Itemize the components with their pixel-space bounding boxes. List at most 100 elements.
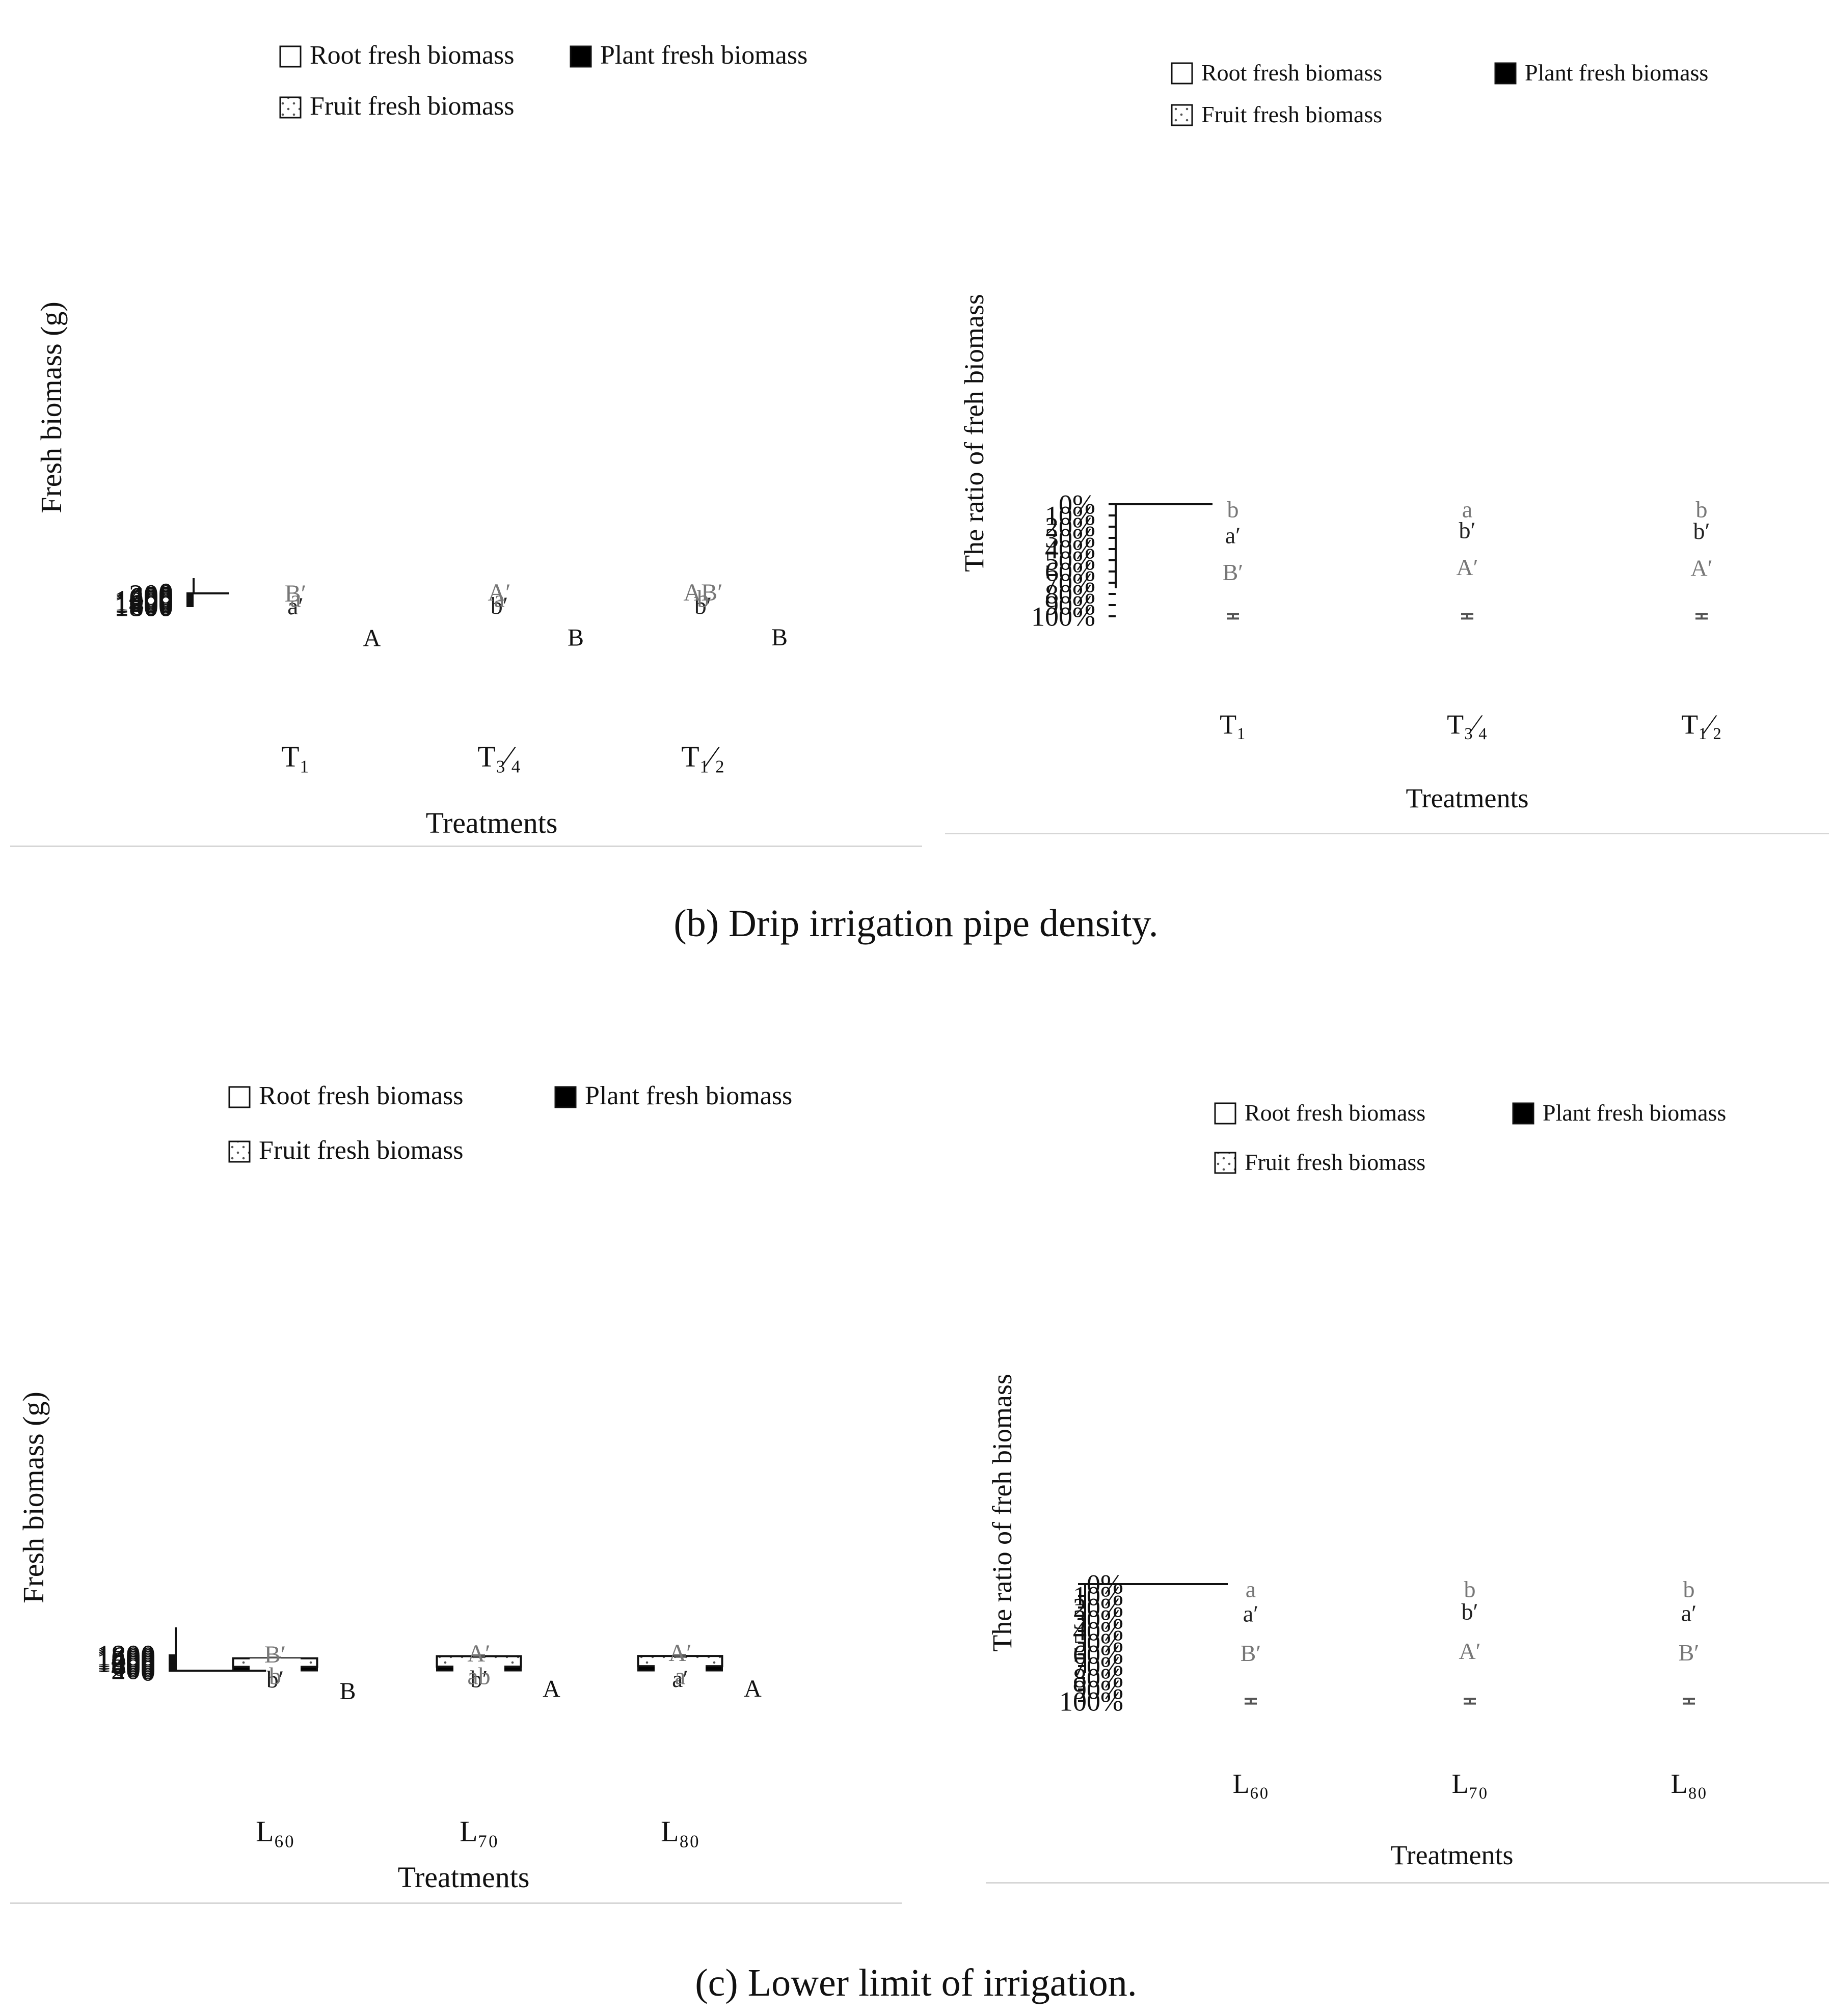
plant-significance-letter: b′ <box>491 592 508 619</box>
root-significance-letter: b <box>1227 496 1239 522</box>
x-category-label: L₇₀ <box>1452 1768 1488 1799</box>
plant-letter-box <box>270 585 321 626</box>
legend-swatch-plant <box>554 1086 577 1108</box>
y-tick-label: 1400 <box>96 1642 155 1675</box>
total-significance-letter: A <box>363 624 381 651</box>
x-category-label: L₇₀ <box>460 1815 498 1848</box>
total-significance-letter: B <box>339 1678 356 1705</box>
panel-divider <box>10 846 922 847</box>
fruit-significance-letter: B′ <box>1223 559 1244 585</box>
chart-panel-density-ratio: 0% 10% 20% 30% 40% 50% 60% 70% 80% 90% 100% a′ B′ b T₁… <box>932 0 1832 868</box>
y-tick-label: 70% <box>1045 567 1095 598</box>
y-tick-label: 60% <box>1073 1639 1123 1670</box>
y-tick-label: 90% <box>1045 590 1095 620</box>
plant-significance-letter: b′ <box>694 592 712 619</box>
plant-significance-letter: a′ <box>1225 522 1241 548</box>
figure-caption-c: (c) Lower limit of irrigation. <box>695 1961 1137 2004</box>
legend-label: Root fresh biomass <box>1201 60 1382 86</box>
x-axis-title: Treatments <box>1406 783 1529 813</box>
y-tick-label: 30% <box>1045 523 1095 553</box>
y-tick-label: 1400 <box>114 587 173 620</box>
y-tick-label: 800 <box>129 583 173 616</box>
y-tick-label: 1600 <box>114 588 173 621</box>
y-tick-label: 90% <box>1073 1674 1123 1705</box>
y-tick-label: 1800 <box>96 1639 155 1672</box>
y-tick-label: 0 <box>158 577 173 610</box>
x-category-label: L₆₀ <box>1233 1768 1269 1799</box>
y-tick-label: 1000 <box>96 1646 155 1679</box>
y-tick-label: 50% <box>1073 1627 1123 1658</box>
y-tick-label: 1800 <box>114 590 173 623</box>
y-tick-label: 600 <box>129 581 173 614</box>
y-tick-label: 600 <box>111 1649 155 1682</box>
legend-swatch-root <box>1214 1102 1236 1125</box>
x-category-label: T₁ <box>1220 709 1246 740</box>
total-significance-letter: A <box>543 1676 560 1703</box>
plant-letter-box <box>250 1658 301 1700</box>
y-axis-title: The ratio of freh biomass <box>959 294 989 572</box>
plant-letter-box <box>1663 1592 1714 1633</box>
legend-label: Plant fresh biomass <box>585 1081 792 1110</box>
plant-significance-letter: b′ <box>470 1666 488 1693</box>
chart-panel-density-absolute: 0 200 400 600 800 1000 1200 1400 1600 1800 a′ B′ a A T… <box>0 0 927 868</box>
total-significance-letter: B <box>771 624 788 651</box>
y-axis-title: The ratio of freh biomass <box>987 1374 1017 1652</box>
panel-divider <box>10 1902 902 1904</box>
y-tick-label: 1600 <box>96 1641 155 1674</box>
plant-letter-box <box>1442 509 1493 551</box>
legend-swatch-root <box>279 45 302 68</box>
fruit-significance-letter: A′ <box>1459 1638 1480 1664</box>
root-significance-letter: a <box>1246 1576 1256 1602</box>
plant-letter-box <box>1444 1591 1495 1632</box>
plant-letter-box <box>453 1658 504 1699</box>
plant-letter-box <box>1676 510 1727 551</box>
legend-swatch-fruit <box>228 1140 251 1163</box>
y-tick-label: 50% <box>1045 545 1095 576</box>
y-tick-label: 400 <box>111 1651 155 1684</box>
legend-label: Fruit fresh biomass <box>1245 1149 1425 1175</box>
plant-letter-box <box>678 585 729 626</box>
root-significance-letter: b <box>1683 1576 1695 1602</box>
panel-divider <box>945 833 1829 834</box>
root-significance-letter: b <box>697 585 709 612</box>
x-axis-title: Treatments <box>398 1861 530 1894</box>
plant-significance-letter: b′ <box>1459 517 1475 543</box>
root-significance-letter: b <box>1696 496 1708 522</box>
legend-swatch-plant <box>1512 1102 1534 1125</box>
fruit-significance-letter: A′ <box>467 1640 490 1667</box>
plant-letter-box <box>1207 514 1258 556</box>
plant-letter-box <box>474 585 525 626</box>
y-tick-label: 100% <box>1059 1686 1123 1717</box>
figure-caption-b: (b) Drip irrigation pipe density. <box>673 902 1159 945</box>
plant-significance-letter: b′ <box>266 1666 284 1693</box>
legend-label: Fruit fresh biomass <box>259 1136 464 1165</box>
plant-significance-letter: a′ <box>1681 1600 1696 1626</box>
legend-swatch-plant <box>1494 62 1517 85</box>
chart-svg-limit-ratio: 0%10%20%30%40%50%60%70%80%90%100%a′B′aL₆… <box>987 1100 1726 1870</box>
y-tick-label: 40% <box>1045 534 1095 564</box>
y-tick-label: 1000 <box>114 584 173 617</box>
y-tick-label: 40% <box>1073 1616 1123 1646</box>
y-tick-label: 10% <box>1045 500 1095 531</box>
fruit-significance-letter: B′ <box>1241 1640 1261 1666</box>
root-significance-letter: b <box>269 1663 281 1690</box>
root-significance-letter: b <box>1464 1576 1476 1602</box>
plant-significance-letter: b′ <box>1693 518 1710 544</box>
legend-label: Plant fresh biomass <box>1543 1100 1726 1126</box>
x-category-label: L₆₀ <box>256 1815 294 1848</box>
y-tick-label: 30% <box>1073 1604 1123 1634</box>
y-tick-label: 400 <box>129 580 173 613</box>
x-category-label: T₁⁄₂ <box>1681 709 1722 740</box>
legend-swatch-root <box>228 1086 251 1108</box>
y-axis-title: Fresh biomass (g) <box>17 1392 50 1603</box>
total-significance-letter: B <box>568 624 584 651</box>
y-tick-label: 80% <box>1073 1663 1123 1693</box>
chart-svg-limit-absolute: 020040060080010001200140016001800b′B′bBL… <box>17 1081 792 1894</box>
y-tick-label: 10% <box>1073 1581 1123 1611</box>
x-category-label: T₁ <box>281 740 310 773</box>
y-tick-label: 800 <box>111 1647 155 1680</box>
x-axis-title: Treatments <box>1391 1840 1514 1870</box>
x-axis-title: Treatments <box>426 806 558 839</box>
root-significance-letter: a <box>1462 496 1472 522</box>
